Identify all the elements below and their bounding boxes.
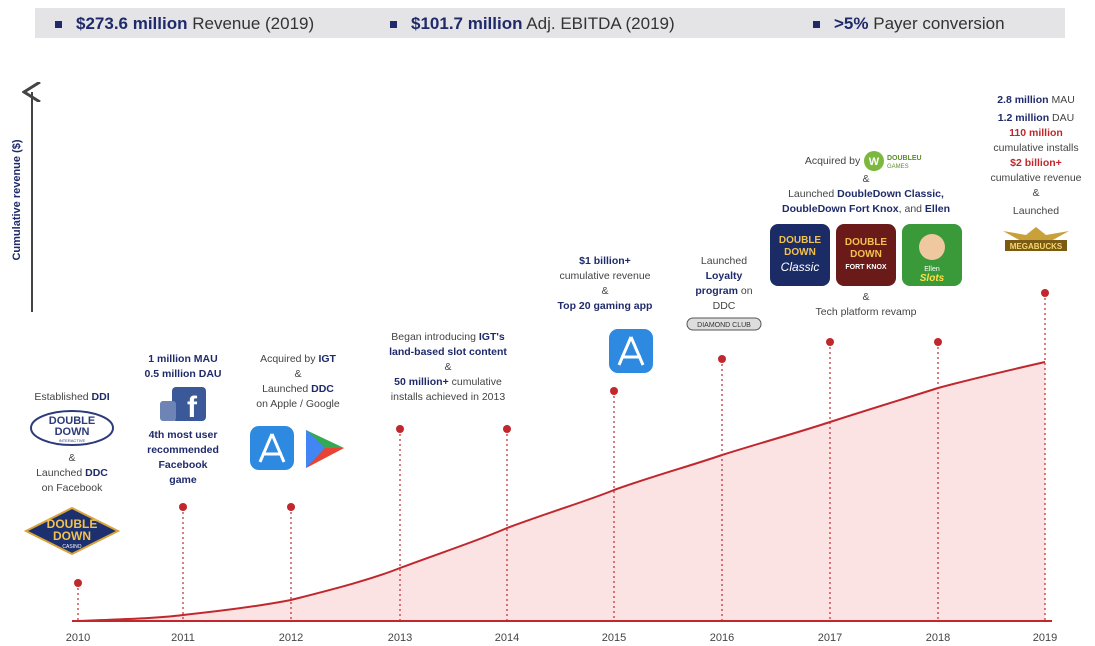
logo-text: DOUBLEU [887,155,922,162]
icon-text: DOWN [784,247,816,258]
year-label: 2015 [602,632,626,644]
doubleu-logo: W DOUBLEU GAMES [863,150,927,172]
text: cumulative installs [946,141,1095,156]
logo-text: INTERACTIVE [59,438,86,443]
text: Established [34,391,91,403]
text: Loyalty [706,270,743,282]
text: DoubleDown Classic, [837,188,944,200]
milestone-2013: Began introducing IGT's land-based slot … [358,330,538,405]
text: Acquired by [805,155,860,167]
milestone-dot [826,338,834,346]
page: $273.6 million Revenue (2019) $101.7 mil… [0,0,1095,646]
logo-text: DIAMOND CLUB [697,322,751,329]
text: cumulative revenue [946,171,1095,186]
year-label: 2012 [279,632,303,644]
text: installs achieved in 2013 [358,390,538,405]
logo-text: DOWN [55,426,90,438]
text: 1.2 million [998,112,1049,124]
text: IGT's [479,331,505,343]
axis-label: Cumulative revenue ($) [11,139,23,260]
app-store-icon [608,328,654,374]
svg-text:W: W [869,156,880,168]
text: Launched [262,383,311,395]
text: Launched [36,467,85,479]
text: DDC [311,383,334,395]
svg-text:f: f [187,391,198,424]
text: 2.8 million [997,94,1048,106]
text: Launched [788,188,837,200]
icon-text: Ellen [924,266,940,273]
year-label: 2011 [171,632,195,644]
text: Facebook [158,459,207,471]
milestone-2019: 2.8 million MAU 1.2 million DAU 110 mill… [946,93,1095,256]
icon-text: DOWN [850,249,882,260]
text: $2 billion+ [946,156,1095,171]
milestone-dot [934,338,942,346]
facebook-icon: f [158,385,208,425]
milestone-dot [1041,289,1049,297]
milestone-2017: Acquired by W DOUBLEU GAMES & Launched Dou… [766,150,966,320]
milestone-dot [503,425,511,433]
year-label: 2017 [818,632,842,644]
text: 50 million+ [394,376,449,388]
text: DAU [1049,112,1074,124]
text: on [738,285,753,297]
text: , and [899,203,925,215]
megabucks-logo: MEGABUCKS [1001,225,1071,253]
logo-text: DOWN [53,529,91,543]
year-label: 2016 [710,632,734,644]
logo-text: GAMES [887,164,909,170]
milestone-dot [718,355,726,363]
icon-text: Classic [781,260,820,274]
year-label: 2018 [926,632,950,644]
diamond-club-logo: DIAMOND CLUB [686,317,762,331]
text: 110 million [946,126,1095,141]
text: IGT [318,353,336,365]
icon-text: FORT KNOX [845,264,887,271]
text: & [766,172,966,187]
year-label: 2013 [388,632,412,644]
icon-text: Slots [920,273,945,284]
text: $1 billion+ [579,255,631,267]
icon-text: DOUBLE [779,235,822,246]
text: program [695,285,738,297]
store-icons [248,424,348,472]
year-label: 2014 [495,632,519,644]
milestone-dot [396,425,404,433]
milestone-dot [179,503,187,511]
text: land-based slot content [389,346,507,358]
text: & [946,186,1095,201]
text: & [358,360,538,375]
text: cumulative [449,376,502,388]
icon-text: DOUBLE [845,237,888,248]
text: Began introducing [391,331,479,343]
text: MAU [1049,94,1075,106]
text: Tech platform revamp [766,305,966,320]
text: DoubleDown Fort Knox [782,203,899,215]
text: Acquired by [260,353,318,365]
year-label: 2019 [1033,632,1057,644]
milestone-dot [610,387,618,395]
text: game [169,474,196,486]
text: Launched [946,204,1095,219]
milestone-dot [74,579,82,587]
year-label: 2010 [66,632,90,644]
text: & [766,290,966,305]
logo-text: MEGABUCKS [1010,242,1063,251]
logo-text: CASINO [62,544,81,550]
milestone-dot [287,503,295,511]
